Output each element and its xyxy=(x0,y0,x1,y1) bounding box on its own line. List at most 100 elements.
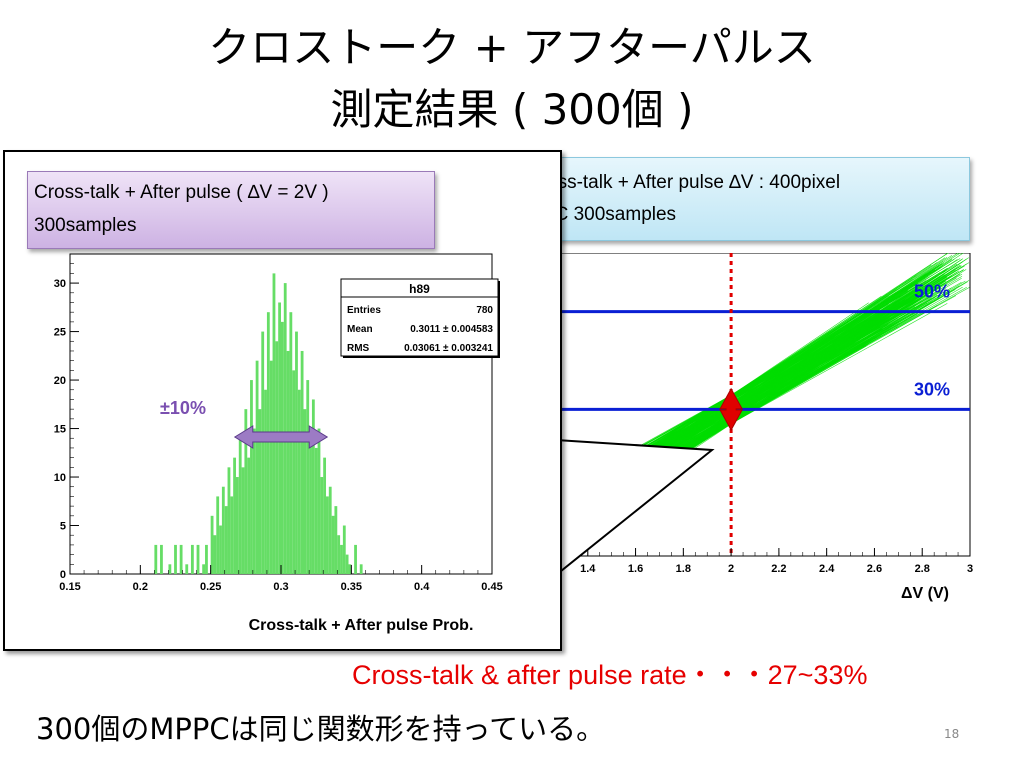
histogram-bar xyxy=(252,428,256,574)
right-x-tick-label: 1.8 xyxy=(676,563,691,575)
right-x-tick-label: 2.8 xyxy=(915,563,930,575)
histogram-bar xyxy=(320,477,324,574)
right-x-tick-label: 1.6 xyxy=(628,563,643,575)
histogram-range-arrow xyxy=(233,425,329,449)
histogram-bar xyxy=(269,360,273,574)
histogram-bar xyxy=(264,389,267,574)
histogram-bar xyxy=(168,564,172,574)
histogram-bar xyxy=(258,409,262,574)
stats-row-value: 780 xyxy=(476,305,493,316)
histogram-y-tick-label: 0 xyxy=(60,569,66,581)
right-x-tick-label: 2.4 xyxy=(819,563,835,575)
histogram-bar xyxy=(221,486,225,574)
histogram-bar xyxy=(241,467,245,574)
histogram-bar xyxy=(205,544,208,574)
histogram-x-tick-label: 0.4 xyxy=(414,581,430,593)
histogram-bar xyxy=(250,380,253,574)
histogram-bar xyxy=(202,564,206,574)
histogram-bar xyxy=(323,457,327,574)
histogram-x-tick-label: 0.3 xyxy=(273,581,288,593)
histogram-y-tick-label: 30 xyxy=(54,278,66,290)
histogram-bar xyxy=(160,544,163,574)
histogram-bar xyxy=(227,467,231,574)
left-caption-line2: 300samples xyxy=(34,215,137,236)
histogram-bar xyxy=(342,525,346,574)
histogram-bar xyxy=(238,438,242,574)
histogram-x-tick-label: 0.25 xyxy=(200,581,221,593)
histogram-bar xyxy=(286,350,290,574)
histogram-bar xyxy=(210,515,214,574)
histogram-y-tick-label: 20 xyxy=(54,375,66,387)
histogram-bar xyxy=(281,321,284,574)
histogram-y-tick-label: 25 xyxy=(54,327,66,339)
right-x-tick-label: 2.2 xyxy=(771,563,786,575)
histogram-bar xyxy=(179,544,183,574)
histogram-bar xyxy=(314,447,318,574)
histogram-stats-box: h89 Entries 780 Mean 0.3011 ± 0.004583 RMS 0.0… xyxy=(340,278,500,358)
right-band-arrow xyxy=(719,387,743,432)
histogram-bar xyxy=(311,399,315,574)
histogram-bar xyxy=(297,389,301,574)
histogram-x-tick-label: 0.45 xyxy=(481,581,502,593)
histogram-bar xyxy=(219,525,222,574)
histogram-bar xyxy=(230,496,234,574)
right-x-axis-label: ΔV (V) xyxy=(901,585,949,602)
histogram-bar xyxy=(244,409,248,574)
histogram-bar xyxy=(261,331,265,574)
histogram-bar xyxy=(317,428,321,574)
histogram-y-tick-label: 15 xyxy=(54,424,66,436)
right-plot-area: 50% 30% xyxy=(540,253,971,557)
histogram-bar xyxy=(196,544,200,574)
histogram-bar xyxy=(295,331,298,574)
histogram-bar xyxy=(233,457,236,574)
stats-row-label: Mean xyxy=(347,324,373,335)
histogram-bar xyxy=(340,544,343,574)
histogram-bar xyxy=(303,409,307,574)
right-hline-label: 50% xyxy=(914,282,950,302)
conclusion-text: 300個のMPPCは同じ関数形を持っている。 xyxy=(36,712,606,746)
right-line-chart: 50% 30% 1.4 1.6 1.8 2 2.2 2.4 2.6 2.8 3 ΔV (V) xyxy=(540,253,973,602)
stats-box-frame xyxy=(340,278,499,357)
histogram-bar xyxy=(334,506,338,574)
histogram-bar xyxy=(235,477,239,574)
right-hline-label: 30% xyxy=(914,379,950,399)
histogram-bar xyxy=(309,428,312,574)
histogram-bar xyxy=(328,486,332,574)
histogram-bar xyxy=(266,312,270,574)
histogram-caption-box: Cross-talk + After pulse ( ∆V = 2V ) 300… xyxy=(27,171,435,249)
histogram-bar xyxy=(345,554,349,574)
histogram-x-tick-label: 0.2 xyxy=(133,581,148,593)
histogram-bar xyxy=(306,380,310,574)
histogram-popup-panel: Cross-talk + After pulse ( ∆V = 2V ) 300… xyxy=(3,150,562,651)
histogram-bar xyxy=(247,457,251,574)
histogram-bar xyxy=(275,341,279,574)
right-caption-line2: °C 300samples xyxy=(547,204,677,225)
histogram-bar xyxy=(348,564,352,574)
histogram-bar xyxy=(185,564,189,574)
page-number: 18 xyxy=(944,727,960,741)
crosstalk-rate-text: Cross-talk & after pulse rate・・・27~33% xyxy=(352,660,868,690)
histogram-bar xyxy=(354,544,357,574)
stats-box-title: h89 xyxy=(409,282,430,296)
histogram-bar xyxy=(337,535,341,574)
histogram-bar xyxy=(213,535,217,574)
histogram-bar xyxy=(224,506,228,574)
stats-row-label: Entries xyxy=(347,305,381,316)
histogram-bar xyxy=(216,496,220,574)
histogram-x-tick-label: 0.35 xyxy=(341,581,362,593)
histogram-chart: 0 5 10 15 20 25 30 0.15 0.2 0.25 0.3 0.35 0.4 0.45 Cro… xyxy=(54,253,503,634)
slide-title-line1: クロストーク + アフターパルス xyxy=(208,23,816,72)
stats-row-label: RMS xyxy=(347,343,370,354)
right-caption-line1: oss-talk + After pulse ∆V : 400pixel xyxy=(547,172,841,193)
histogram-bar xyxy=(331,515,335,574)
right-x-tick-label: 3 xyxy=(967,563,973,575)
histogram-bar xyxy=(174,544,177,574)
right-x-tick-label: 2.6 xyxy=(867,563,882,575)
histogram-bar xyxy=(283,283,287,574)
histogram-bar xyxy=(289,312,293,574)
histogram-x-axis-label: Cross-talk + After pulse Prob. xyxy=(249,617,474,634)
histogram-bar xyxy=(300,350,304,574)
right-x-tick-label: 2 xyxy=(728,563,734,575)
left-caption-line1: Cross-talk + After pulse ( ∆V = 2V ) xyxy=(34,182,329,203)
histogram-x-tick-label: 0.15 xyxy=(59,581,80,593)
